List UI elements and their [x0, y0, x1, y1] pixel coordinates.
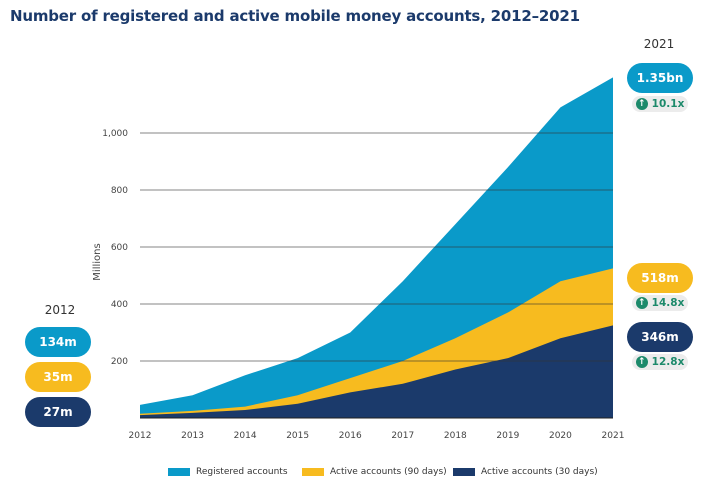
- left-active30-badge: 27m: [25, 397, 91, 427]
- y-tick-label: 1,000: [102, 129, 128, 139]
- area-series-2: [140, 325, 613, 418]
- y-tick-label: 200: [111, 357, 128, 367]
- legend-swatch: [453, 468, 475, 476]
- x-tick-label: 2019: [496, 431, 519, 441]
- chart-title: Number of registered and active mobile m…: [10, 7, 580, 25]
- right-active30-badge: 346m: [627, 322, 693, 352]
- right-registered-badge: 1.35bn: [627, 63, 693, 93]
- y-tick-label: 800: [111, 186, 128, 196]
- y-tick-label: 600: [111, 243, 128, 253]
- legend-item-registered: Registered accounts: [168, 467, 288, 477]
- x-tick-label: 2017: [391, 431, 414, 441]
- active90-growth-badge: ↑ 14.8x: [632, 295, 688, 311]
- right-active90-badge: 518m: [627, 263, 693, 293]
- x-tick-label: 2012: [129, 431, 152, 441]
- registered-growth-badge: ↑ 10.1x: [632, 96, 688, 112]
- growth-value: 12.8x: [651, 356, 685, 368]
- x-tick-label: 2020: [549, 431, 572, 441]
- legend-swatch: [302, 468, 324, 476]
- legend-label: Active accounts (90 days): [330, 467, 447, 477]
- growth-value: 10.1x: [651, 98, 685, 110]
- legend-item-active90: Active accounts (90 days): [302, 467, 447, 477]
- y-tick-label: 400: [111, 300, 128, 310]
- left-active90-badge: 35m: [25, 362, 91, 392]
- legend-label: Active accounts (30 days): [481, 467, 598, 477]
- x-tick-label: 2016: [339, 431, 362, 441]
- up-arrow-icon: ↑: [635, 297, 648, 309]
- x-tick-label: 2021: [602, 431, 625, 441]
- active30-growth-badge: ↑ 12.8x: [632, 354, 688, 370]
- up-arrow-icon: ↑: [635, 356, 648, 368]
- x-tick-label: 2015: [286, 431, 309, 441]
- x-tick-label: 2014: [234, 431, 257, 441]
- left-year-label: 2012: [44, 303, 76, 317]
- x-tick-label: 2018: [444, 431, 467, 441]
- growth-value: 14.8x: [651, 297, 685, 309]
- right-year-label: 2021: [643, 37, 675, 51]
- legend-item-active30: Active accounts (30 days): [453, 467, 598, 477]
- left-registered-badge: 134m: [25, 327, 91, 357]
- y-axis-label: Millions: [92, 243, 103, 280]
- legend-label: Registered accounts: [196, 467, 288, 477]
- legend-swatch: [168, 468, 190, 476]
- up-arrow-icon: ↑: [635, 98, 648, 110]
- x-tick-label: 2013: [181, 431, 204, 441]
